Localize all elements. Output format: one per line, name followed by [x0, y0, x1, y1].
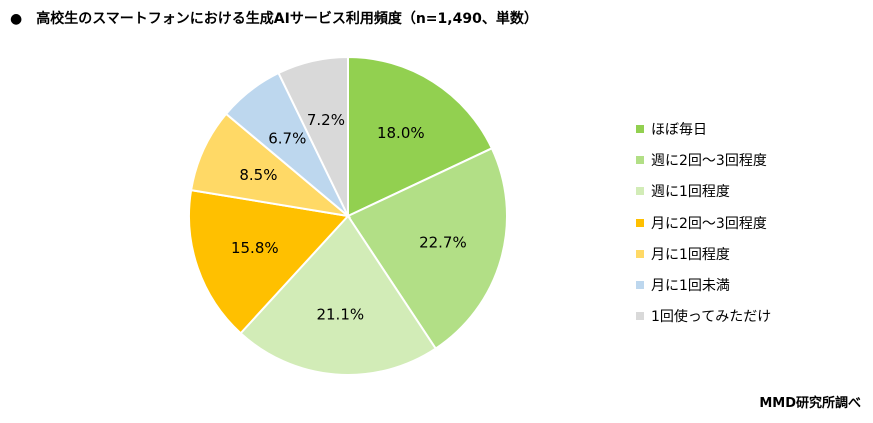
legend-swatch	[636, 124, 644, 133]
legend-swatch	[636, 218, 644, 227]
legend-item-6: 1回使ってみただけ	[636, 301, 771, 332]
legend-item-4: 月に1回程度	[636, 238, 771, 269]
legend-swatch	[636, 187, 644, 196]
legend-label: 月に1回未満	[651, 278, 730, 295]
legend-item-1: 週に2回～3回程度	[636, 144, 771, 175]
legend-label: 1回使ってみただけ	[651, 309, 772, 326]
legend-item-3: 月に2回～3回程度	[636, 207, 771, 238]
pie-slice-1	[346, 146, 508, 351]
title-bullet: ●	[10, 11, 23, 27]
legend-item-5: 月に1回未満	[636, 269, 771, 300]
chart-title-row: ● 高校生のスマートフォンにおける生成AIサービス利用頻度（n=1,490、単数）	[10, 8, 538, 28]
legend-swatch	[636, 155, 644, 164]
data-label-3: 15.8%	[231, 239, 279, 257]
legend-label: 週に2回～3回程度	[651, 152, 767, 169]
pie-slice-4	[189, 112, 352, 218]
chart-title: 高校生のスマートフォンにおける生成AIサービス利用頻度（n=1,490、単数）	[36, 11, 538, 27]
data-label-1: 22.7%	[419, 234, 467, 252]
legend-label: 週に1回程度	[651, 184, 730, 201]
pie-slice-0	[347, 55, 494, 218]
legend-item-2: 週に1回程度	[636, 176, 771, 207]
data-label-5: 6.7%	[268, 129, 306, 147]
data-label-2: 21.1%	[316, 305, 364, 323]
legend-swatch	[636, 249, 644, 258]
source-credit: MMD研究所調べ	[759, 396, 861, 411]
legend-item-0: ほぼ毎日	[636, 113, 771, 144]
data-label-0: 18.0%	[377, 124, 425, 142]
pie-slice-3	[188, 188, 350, 335]
legend: ほぼ毎日週に2回～3回程度 週に1回程度月に2回～3回程度 月に1回程度 月に1回未満…	[636, 113, 771, 332]
legend-label: ほぼ毎日	[651, 121, 707, 138]
data-label-6: 7.2%	[307, 111, 345, 129]
pie-slice-6	[277, 55, 349, 217]
data-label-4: 8.5%	[239, 166, 277, 184]
pie-slice-2	[239, 214, 438, 376]
legend-swatch	[636, 312, 644, 321]
legend-swatch	[636, 281, 644, 290]
legend-label: 月に1回程度	[651, 246, 730, 263]
legend-label: 月に2回～3回程度	[651, 215, 767, 232]
